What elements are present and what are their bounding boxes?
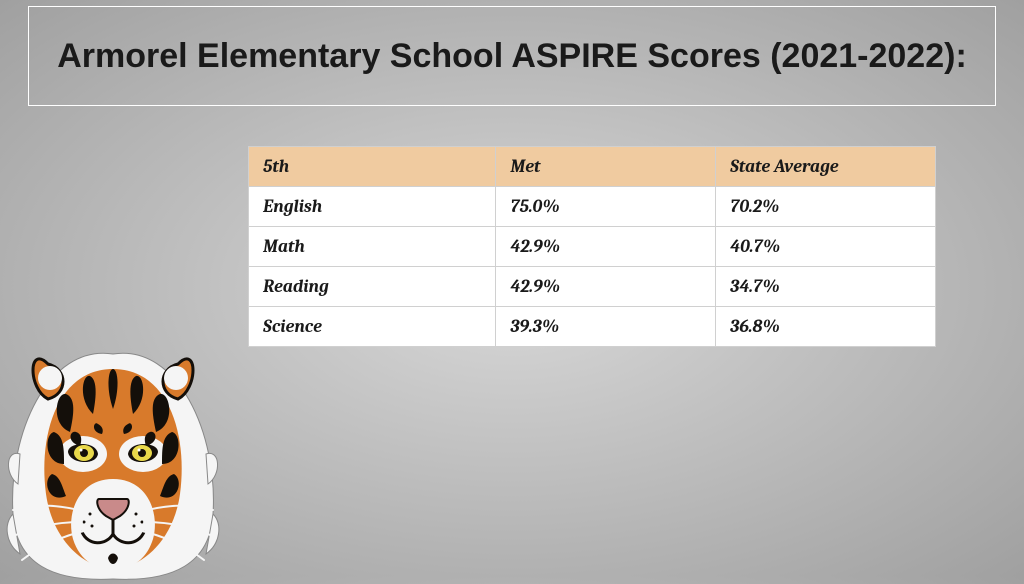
cell-subject: Science [249, 307, 496, 347]
col-header-grade: 5th [249, 147, 496, 187]
cell-state: 40.7% [716, 227, 936, 267]
col-header-met: Met [496, 147, 716, 187]
table-row: Science 39.3% 36.8% [249, 307, 936, 347]
cell-met: 75.0% [496, 187, 716, 227]
cell-met: 42.9% [496, 227, 716, 267]
cell-state: 36.8% [716, 307, 936, 347]
tiger-mascot-icon [0, 314, 228, 584]
cell-state: 34.7% [716, 267, 936, 307]
cell-subject: English [249, 187, 496, 227]
table-row: Math 42.9% 40.7% [249, 227, 936, 267]
col-header-state: State Average [716, 147, 936, 187]
table-row: English 75.0% 70.2% [249, 187, 936, 227]
cell-subject: Math [249, 227, 496, 267]
cell-met: 42.9% [496, 267, 716, 307]
cell-state: 70.2% [716, 187, 936, 227]
table-header-row: 5th Met State Average [249, 147, 936, 187]
cell-subject: Reading [249, 267, 496, 307]
cell-met: 39.3% [496, 307, 716, 347]
page-title: Armorel Elementary School ASPIRE Scores … [57, 35, 967, 78]
scores-table: 5th Met State Average English 75.0% 70.2… [248, 146, 936, 347]
title-container: Armorel Elementary School ASPIRE Scores … [28, 6, 996, 106]
table-row: Reading 42.9% 34.7% [249, 267, 936, 307]
